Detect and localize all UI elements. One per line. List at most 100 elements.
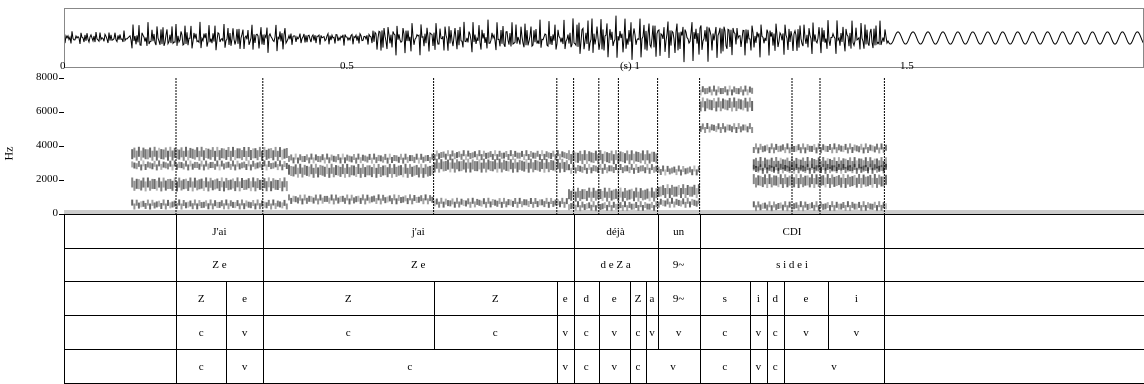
frequency-tick-label: 6000	[36, 105, 58, 117]
interval-boundary	[657, 215, 659, 248]
tier-interval-label[interactable]: s i d e i	[776, 258, 808, 271]
tier-interval-label[interactable]: s	[722, 292, 727, 305]
tier-interval-label[interactable]: Z	[344, 292, 352, 305]
tier-interval-label[interactable]: j'ai	[411, 225, 425, 238]
interval-boundary	[783, 350, 785, 383]
frequency-tick	[59, 214, 64, 215]
tier-interval-label[interactable]: v	[562, 360, 568, 373]
interval-boundary	[598, 316, 600, 349]
tier-interval-label[interactable]: c	[583, 326, 589, 339]
interval-boundary	[573, 282, 575, 315]
interval-boundary	[262, 282, 264, 315]
interval-boundary	[176, 282, 177, 315]
tier-interval-label[interactable]: c	[492, 326, 498, 339]
tier-interval-label[interactable]: Z e	[212, 258, 227, 271]
tier-interval-label[interactable]: c	[198, 326, 204, 339]
interval-boundary	[176, 350, 177, 383]
interval-boundary	[556, 316, 558, 349]
waveform	[64, 8, 1144, 68]
waveform-frame	[64, 8, 1144, 68]
tier-interval-label[interactable]: c	[772, 326, 778, 339]
tier-interval-label[interactable]: v	[853, 326, 860, 339]
interval-boundary	[766, 282, 768, 315]
tier-interval-label[interactable]: c	[772, 360, 778, 373]
interval-boundary	[766, 350, 768, 383]
tier-interval-label[interactable]: v	[611, 360, 617, 373]
interval-boundary	[699, 282, 701, 315]
interval-boundary	[699, 215, 701, 248]
tier-interval-label[interactable]: i	[756, 292, 760, 305]
interval-boundary	[598, 282, 600, 315]
tier-interval-label[interactable]: c	[635, 326, 641, 339]
tier-interval-label[interactable]: 9~	[672, 258, 685, 271]
tier-interval-label[interactable]: J'ai	[212, 225, 227, 238]
tier-interval-label[interactable]: e	[242, 292, 248, 305]
tier-left-border	[64, 214, 65, 383]
interval-boundary	[573, 248, 575, 281]
frequency-tick-label: 2000	[36, 173, 58, 185]
interval-boundary	[176, 215, 177, 248]
tier-interval-label[interactable]: Z	[634, 292, 642, 305]
tier-interval-label[interactable]: c	[722, 360, 728, 373]
tier-interval-label[interactable]: i	[854, 292, 858, 305]
tier-interval-label[interactable]: c	[198, 360, 204, 373]
spectrogram	[64, 78, 1144, 214]
tier-interval-label[interactable]: Z e	[411, 258, 426, 271]
tier-interval-label[interactable]: e	[803, 292, 809, 305]
interval-boundary	[176, 248, 177, 281]
tier-interval-label[interactable]: e	[611, 292, 617, 305]
tier-interval-label[interactable]: a	[649, 292, 655, 305]
interval-boundary	[699, 248, 701, 281]
tier-interval-label[interactable]: v	[241, 360, 248, 373]
frequency-tick	[59, 112, 64, 113]
tier-interval-label[interactable]: c	[345, 326, 351, 339]
interval-boundary	[573, 350, 575, 383]
interval-boundary	[573, 215, 575, 248]
spectrogram-energy	[64, 85, 1144, 214]
interval-boundary	[226, 316, 228, 349]
interval-boundary	[783, 282, 785, 315]
tier-interval-label[interactable]: v	[241, 326, 248, 339]
tier-interval-label[interactable]: v	[562, 326, 568, 339]
tier-interval-label[interactable]: un	[673, 225, 685, 238]
tier-interval-label[interactable]: 9~	[672, 292, 685, 305]
tier-interval-label[interactable]: c	[583, 360, 589, 373]
tier-interval-label[interactable]: Z	[491, 292, 499, 305]
interval-boundary	[262, 316, 264, 349]
interval-boundary	[573, 316, 575, 349]
tier-interval-label[interactable]: v	[831, 360, 837, 373]
interval-boundary	[750, 350, 751, 383]
tier-interval-label[interactable]: v	[670, 360, 676, 373]
tier-interval-label[interactable]: v	[755, 326, 762, 339]
interval-boundary	[226, 350, 228, 383]
tier-interval-label[interactable]: Z	[197, 292, 205, 305]
tier-interval-label[interactable]: d	[772, 292, 778, 305]
interval-boundary	[646, 282, 648, 315]
time-tick-label: 1.5	[900, 60, 914, 72]
tier-interval-label[interactable]: d	[583, 292, 589, 305]
interval-boundary	[657, 248, 659, 281]
tier-interval-label[interactable]: v	[675, 326, 682, 339]
tier-interval-label[interactable]: c	[407, 360, 413, 373]
interval-boundary	[262, 350, 264, 383]
time-tick-label: 0.5	[340, 60, 354, 72]
frequency-tick	[59, 146, 64, 147]
waveform-trace	[64, 15, 1144, 63]
tier-interval-label[interactable]: e	[562, 292, 568, 305]
tier-interval-label[interactable]: v	[649, 326, 655, 339]
tier-interval-label[interactable]: v	[803, 326, 809, 339]
frequency-tick-label: 0	[52, 207, 59, 219]
tier-interval-label[interactable]: CDI	[782, 225, 802, 238]
tier-interval-label[interactable]: c	[722, 326, 728, 339]
interval-boundary	[884, 316, 886, 349]
interval-boundary	[629, 316, 631, 349]
tier-interval-label[interactable]: c	[635, 360, 641, 373]
tier-interval-label[interactable]: d e Z a	[600, 258, 631, 271]
time-tick-label: (s) 1	[620, 60, 640, 72]
interval-boundary	[657, 282, 659, 315]
tier-interval-label[interactable]: v	[755, 360, 762, 373]
tier-interval-label[interactable]: déjà	[606, 225, 625, 238]
interval-boundary	[629, 350, 631, 383]
tier-interval-label[interactable]: v	[611, 326, 617, 339]
